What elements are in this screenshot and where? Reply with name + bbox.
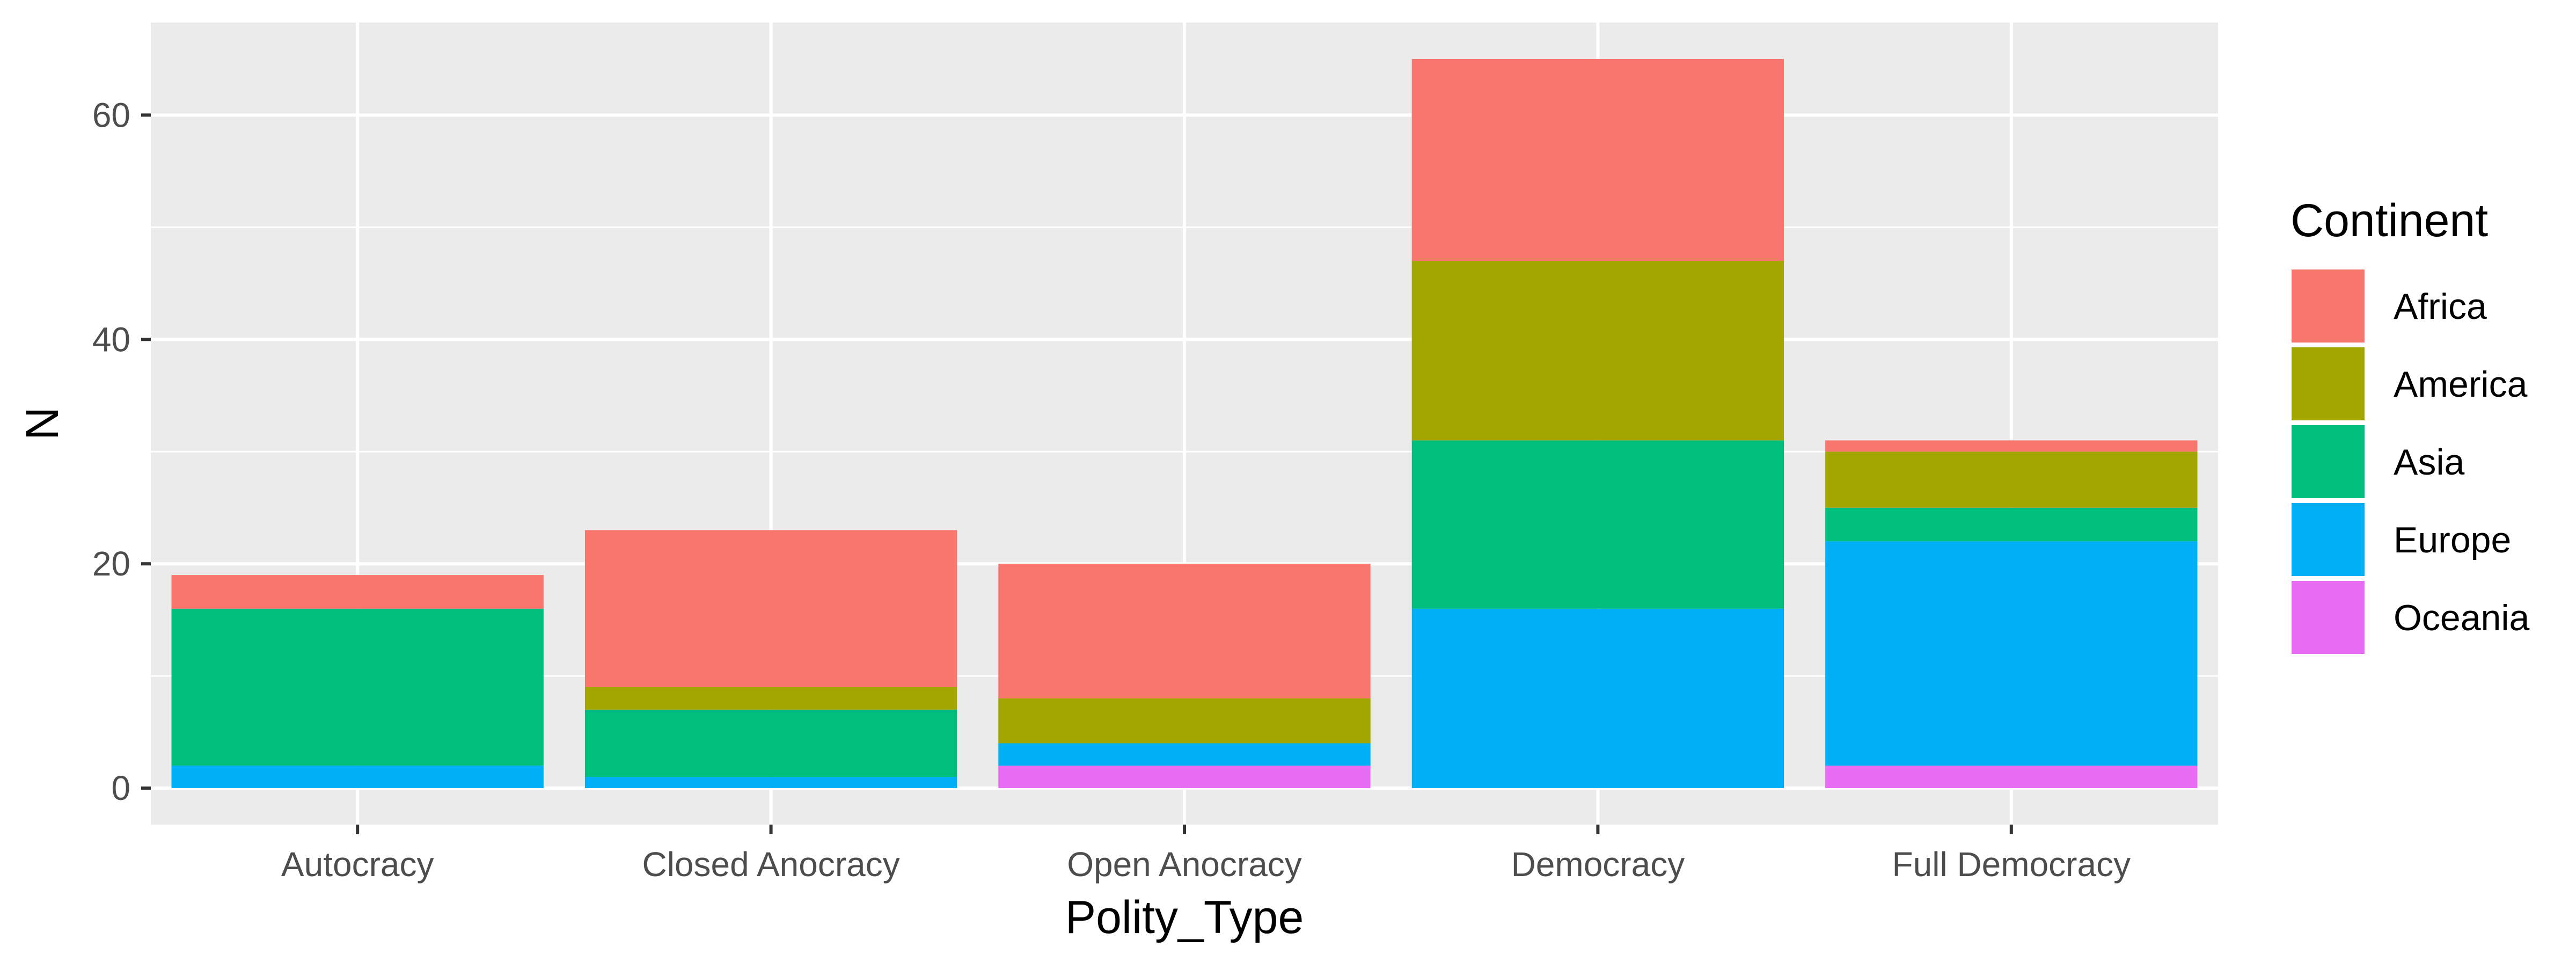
bar-segment-africa-autocracy bbox=[171, 575, 544, 609]
legend-key-america bbox=[2292, 347, 2365, 420]
bars bbox=[171, 59, 2198, 789]
legend: Continent Africa America Asia Europe Oceania bbox=[2290, 195, 2529, 654]
legend-key-asia bbox=[2292, 425, 2365, 498]
bar-segment-asia-democracy bbox=[1411, 440, 1784, 609]
legend-key-africa bbox=[2292, 269, 2365, 343]
legend-label-america: America bbox=[2394, 364, 2528, 405]
bar-segment-oceania-full-democracy bbox=[1825, 766, 2198, 789]
bar-segment-europe-closed-anocracy bbox=[584, 777, 957, 789]
bar-segment-africa-full-democracy bbox=[1825, 440, 2198, 452]
bar-segment-europe-autocracy bbox=[171, 766, 544, 789]
y-tick-label: 0 bbox=[111, 769, 130, 807]
legend-key-europe bbox=[2292, 503, 2365, 576]
legend-label-europe: Europe bbox=[2394, 520, 2511, 560]
y-tick-label: 60 bbox=[92, 96, 130, 134]
bar-segment-america-full-democracy bbox=[1825, 451, 2198, 508]
bar-segment-asia-full-democracy bbox=[1825, 507, 2198, 542]
y-tick-label: 20 bbox=[92, 544, 130, 583]
bar-segment-europe-democracy bbox=[1411, 608, 1784, 789]
bar-segment-africa-open-anocracy bbox=[998, 564, 1371, 698]
y-tick-label: 40 bbox=[92, 320, 130, 359]
bar-segment-europe-full-democracy bbox=[1825, 541, 2198, 766]
x-tick-label: Democracy bbox=[1511, 845, 1685, 884]
legend-title: Continent bbox=[2290, 195, 2488, 246]
bar-segment-africa-closed-anocracy bbox=[584, 530, 957, 688]
x-tick-label: Open Anocracy bbox=[1067, 845, 1302, 884]
x-tick-label: Closed Anocracy bbox=[642, 845, 899, 884]
legend-label-africa: Africa bbox=[2394, 286, 2487, 327]
x-axis-title: Polity_Type bbox=[1065, 892, 1304, 943]
legend-key-oceania bbox=[2292, 581, 2365, 654]
bar-segment-europe-open-anocracy bbox=[998, 743, 1371, 766]
bar-segment-america-open-anocracy bbox=[998, 698, 1371, 744]
x-tick-label: Autocracy bbox=[281, 845, 434, 884]
bar-segment-asia-autocracy bbox=[171, 608, 544, 766]
legend-label-oceania: Oceania bbox=[2394, 598, 2529, 638]
bar-segment-oceania-open-anocracy bbox=[998, 766, 1371, 789]
bar-segment-asia-closed-anocracy bbox=[584, 709, 957, 777]
bar-segment-america-closed-anocracy bbox=[584, 687, 957, 710]
axes: 0 20 40 60 Autocracy Closed Anocracy Open Anoc… bbox=[92, 96, 2131, 884]
y-axis-title: N bbox=[17, 407, 68, 440]
legend-label-asia: Asia bbox=[2394, 442, 2464, 483]
bar-segment-africa-democracy bbox=[1411, 59, 1784, 261]
x-tick-label: Full Democracy bbox=[1892, 845, 2131, 884]
bar-segment-america-democracy bbox=[1411, 261, 1784, 441]
